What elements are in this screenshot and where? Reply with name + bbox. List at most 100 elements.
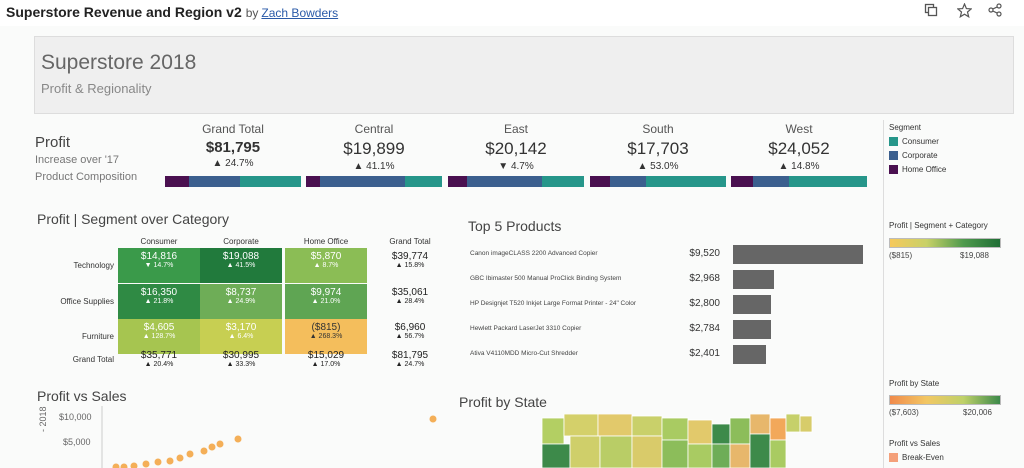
legend-state-title: Profit by State <box>889 379 940 388</box>
kpi-east[interactable]: East $20,142 ▼ 4.7% <box>448 122 584 187</box>
product-value: $2,784 <box>689 323 720 334</box>
legend-seg-cat-max: $19,088 <box>960 251 989 260</box>
heat-cell[interactable]: ($815) ▲ 268.3% <box>285 319 367 354</box>
row-total-change: ▲ 28.4% <box>395 298 425 305</box>
top-bar: Superstore Revenue and Region v2 by Zach B… <box>0 0 1024 26</box>
heat-cell[interactable]: $5,870 ▲ 8.7% <box>285 248 367 283</box>
kpi-value: $20,142 <box>485 139 547 158</box>
kpi-composition-bar[interactable] <box>731 176 867 187</box>
kpi-name: West <box>785 122 813 136</box>
product-value: $2,800 <box>689 298 720 309</box>
author-link[interactable]: Zach Bowders <box>261 6 339 20</box>
heat-cell-change: ▲ 268.3% <box>309 333 343 340</box>
heat-cell[interactable]: $19,088 ▲ 41.5% <box>200 248 282 283</box>
composition-segment <box>239 176 301 187</box>
share-icon[interactable] <box>986 3 1004 21</box>
kpi-west[interactable]: West $24,052 ▲ 14.8% <box>731 122 867 187</box>
kpi-composition-bar[interactable] <box>448 176 584 187</box>
kpi-change: ▲ 24.7% <box>212 158 254 169</box>
column-header: Corporate <box>223 237 259 246</box>
kpi-composition-bar[interactable] <box>590 176 726 187</box>
product-bar[interactable] <box>733 270 774 289</box>
scatter-point <box>142 460 150 468</box>
heat-cell-value: $4,605 <box>143 322 175 333</box>
column-header: Grand Total <box>389 237 431 246</box>
row-total: $6,960 ▲ 56.7% <box>371 322 449 340</box>
heat-cell-change: ▲ 8.7% <box>313 262 339 269</box>
product-value: $2,401 <box>689 348 720 359</box>
product-bar[interactable] <box>733 245 863 264</box>
legend-pvs-title: Profit vs Sales <box>889 439 941 448</box>
copy-icon[interactable] <box>922 3 940 21</box>
kpi-sub-composition: Product Composition <box>35 171 138 183</box>
kpi-change: ▲ 14.8% <box>778 161 820 172</box>
heat-cell-change: ▼ 14.7% <box>144 262 174 269</box>
product-value: $9,520 <box>689 248 720 259</box>
kpi-composition-bar[interactable] <box>306 176 442 187</box>
heat-cell[interactable]: $4,605 ▲ 128.7% <box>118 319 200 354</box>
composition-segment <box>189 176 240 187</box>
heat-cell-value: $19,088 <box>222 251 260 262</box>
dashboard-header: Superstore 2018 Profit & Regionality <box>34 36 1014 114</box>
kpi-central[interactable]: Central $19,899 ▲ 41.1% <box>306 122 442 187</box>
heat-cell-value: $5,870 <box>310 251 342 262</box>
profit-by-state-map[interactable] <box>540 414 870 468</box>
composition-segment <box>165 176 190 187</box>
heat-cell[interactable]: $3,170 ▲ 6.4% <box>200 319 282 354</box>
row-header: Furniture <box>81 332 114 341</box>
grand-total-cell: $81,795 ▲ 24.7% <box>371 350 449 368</box>
scatter-point <box>120 463 128 468</box>
kpi-value: $81,795 <box>205 139 261 156</box>
scatter-point <box>200 447 208 455</box>
kpi-grand-total[interactable]: Grand Total $81,795 ▲ 24.7% <box>165 122 301 187</box>
scatter-point <box>166 457 174 465</box>
kpi-label: Profit <box>35 134 71 151</box>
star-icon[interactable] <box>955 2 973 21</box>
legend-seg-cat-gradient <box>889 238 1001 248</box>
composition-segment <box>541 176 584 187</box>
heat-cell-value: $3,170 <box>225 322 257 333</box>
kpi-sub-increase: Increase over '17 <box>35 154 120 166</box>
scatter-point <box>112 463 120 468</box>
composition-segment <box>467 176 542 187</box>
product-name: HP Designjet T520 Inkjet Large Format Pr… <box>470 300 637 307</box>
heat-cell-value: $14,816 <box>140 251 178 262</box>
legend-item-consumer[interactable]: Consumer <box>889 137 939 146</box>
heat-cell[interactable]: $9,974 ▲ 21.0% <box>285 284 367 319</box>
heat-cell[interactable]: $14,816 ▼ 14.7% <box>118 248 200 283</box>
legend-item-home-office[interactable]: Home Office <box>889 165 946 174</box>
kpi-south[interactable]: South $17,703 ▲ 53.0% <box>590 122 726 187</box>
heat-cell-change: ▲ 6.4% <box>228 333 254 340</box>
legend-swatch-consumer <box>889 137 898 146</box>
composition-segment <box>610 176 646 187</box>
legend-item-break-even[interactable]: Break-Even <box>889 453 944 462</box>
heat-cell[interactable]: $8,737 ▲ 24.9% <box>200 284 282 319</box>
product-bar[interactable] <box>733 345 766 364</box>
profit-vs-sales-title: Profit vs Sales <box>37 388 127 404</box>
legend-seg-cat-min: ($815) <box>889 251 913 260</box>
kpi-change: ▲ 53.0% <box>637 161 679 172</box>
kpi-change: ▲ 41.1% <box>353 161 395 172</box>
segment-table-title: Profit | Segment over Category <box>37 211 229 227</box>
kpi-composition-bar[interactable] <box>165 176 301 187</box>
kpi-name: Central <box>354 122 394 136</box>
legend-item-corporate[interactable]: Corporate <box>889 151 938 160</box>
grand-total-cell: $35,771 ▲ 20.4% <box>118 350 200 368</box>
product-bar[interactable] <box>733 295 772 314</box>
kpi-name: South <box>642 122 674 136</box>
grand-total-change: ▲ 24.7% <box>395 361 425 368</box>
heat-cell-value: $16,350 <box>140 287 178 298</box>
grand-total-value: $81,795 <box>391 350 429 361</box>
kpi-change: ▼ 4.7% <box>498 161 534 172</box>
scatter-point <box>176 454 184 462</box>
heat-cell[interactable]: $16,350 ▲ 21.8% <box>118 284 200 319</box>
kpi-name: East <box>503 122 528 136</box>
legend-label-consumer: Consumer <box>902 137 939 146</box>
grand-total-change: ▲ 33.3% <box>226 361 256 368</box>
legend-swatch-break-even <box>889 453 898 462</box>
grand-total-change: ▲ 20.4% <box>144 361 174 368</box>
dashboard-title: Superstore 2018 <box>41 51 197 74</box>
composition-segment <box>590 176 611 187</box>
profit-vs-sales-scatter[interactable] <box>90 406 450 468</box>
product-bar[interactable] <box>733 320 772 339</box>
